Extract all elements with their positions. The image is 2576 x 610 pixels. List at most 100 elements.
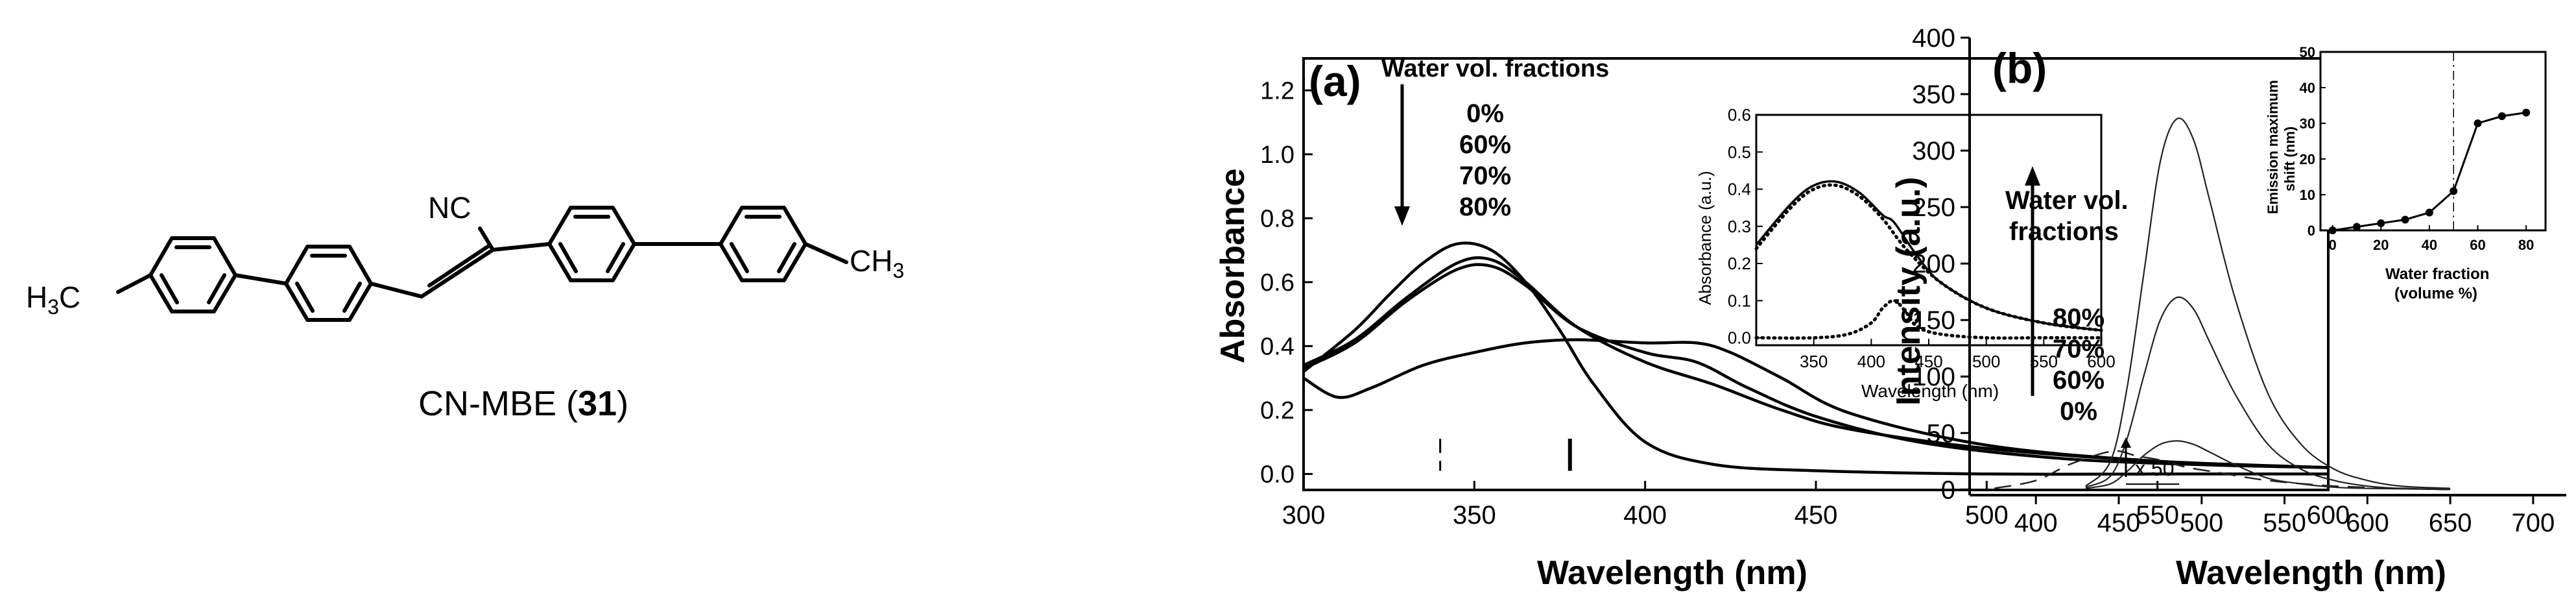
inset-point-b: [2401, 215, 2409, 224]
inset-a: 0.0 0.1 0.2 0.3 0.4 0.5 0.6 350 400 450 500 550 600…: [1695, 105, 2116, 401]
legend-item-a: 70%: [1459, 162, 1511, 190]
y-tick-label-a: 0.8: [1260, 205, 1294, 232]
inset-b: 0 10 20 30 40 50 0 20 40 60 80 Water fraction (vo…: [2265, 44, 2547, 302]
inset-y-tick-label-a: 0.5: [1728, 142, 1751, 162]
scale-annotation-b: x 50: [2121, 437, 2179, 485]
inset-point-b: [2450, 187, 2458, 195]
benzene-ring-2: [284, 245, 373, 322]
inset-frame-b: [2319, 51, 2547, 232]
benzene-ring-1: [149, 236, 237, 313]
inset-y-ticks-b: 0 10 20 30 40 50: [2300, 44, 2326, 239]
y-tick-label-a: 0.2: [1260, 397, 1294, 424]
x-tick-label-b: 700: [2512, 509, 2555, 537]
y-tick-label-b: 200: [1912, 250, 1955, 278]
inset-x-tick-label-a: 400: [1857, 352, 1885, 371]
legend-item-b: 60%: [2053, 366, 2105, 395]
y-tick-label-b: 100: [1912, 363, 1955, 391]
molecule-structure: [116, 206, 848, 322]
benzene-ring-3: [547, 206, 636, 282]
inset-x-tick-label-b: 20: [2373, 237, 2389, 253]
inset-point-b: [2352, 223, 2361, 231]
x-axis-label-b: Wavelength (nm): [2176, 554, 2446, 592]
inset-x-ticks-b: 0 20 40 60 80: [2329, 225, 2534, 253]
inset-x-label-a: Wavelength (nm): [1861, 381, 1999, 401]
benzene-ring-4: [719, 206, 807, 282]
inset-point-b: [2522, 108, 2531, 117]
x-tick-label-a: 600: [2307, 501, 2350, 530]
series-line-b-70pct: [2085, 296, 2451, 491]
y-tick-label-b: 300: [1912, 137, 1955, 165]
x-tick-label-b: 450: [2097, 509, 2141, 537]
legend-items-a: 0%60% 70% 80%: [1459, 99, 1511, 221]
inset-point-b: [2498, 112, 2506, 120]
inset-x-tick-label-b: 80: [2518, 237, 2534, 253]
y-tick-label-a: 0.0: [1260, 461, 1294, 488]
legend-items-b: 80% 70% 60%0%: [2053, 304, 2105, 426]
y-tick-label-a: 1.0: [1260, 141, 1294, 169]
inset-series-a: [1754, 180, 2103, 340]
inset-x-tick-label-a: 450: [1914, 352, 1942, 371]
compound-name-suffix: ): [617, 384, 628, 423]
inset-series-line-a-dotted-upper: [1754, 183, 2103, 332]
x-tick-label-b: 600: [2346, 509, 2389, 537]
y-tick-label-b: 350: [1912, 80, 1955, 109]
inset-y-tick-label-a: 0.3: [1728, 217, 1751, 236]
compound-number: 31: [578, 384, 617, 423]
inset-y-tick-label-a: 0.0: [1728, 328, 1751, 348]
inset-frame-a: [1755, 114, 2103, 347]
inset-y-tick-label-a: 0.4: [1728, 180, 1751, 199]
y-tick-label-b: 150: [1912, 306, 1955, 335]
x-tick-label-b: 400: [2014, 509, 2058, 537]
x-tick-label-a: 450: [1795, 501, 1838, 530]
x-tick-label-a: 350: [1453, 501, 1496, 530]
inset-x-tick-label-a: 500: [1972, 352, 2000, 371]
inset-y-tick-label-b: 0: [2308, 223, 2315, 239]
inset-y-tick-label-a: 0.1: [1728, 291, 1751, 310]
legend-arrow-b: [2025, 166, 2040, 396]
inset-x-tick-label-b: 40: [2422, 237, 2437, 253]
absorption-markers-a: [1439, 439, 1572, 471]
methyl-left-label: H3C: [26, 280, 80, 319]
scale-annotation-text: x 50: [2135, 457, 2174, 480]
inset-y-tick-label-a: 0.6: [1728, 105, 1751, 125]
inset-y-tick-label-b: 30: [2300, 116, 2315, 132]
inset-y-label-b-line2: shift (nm): [2282, 127, 2298, 191]
legend-item-b: 80%: [2053, 304, 2105, 332]
y-axis-label-b: Intensity (a.u.): [1890, 177, 1927, 406]
compound-name: CN-MBE (31): [418, 384, 628, 423]
x-axis-ticks-a: 300 350 400 450 500 550 600: [1282, 481, 2350, 530]
series-line-b-60pct: [2085, 440, 2451, 491]
series-line-a-70pct: [1302, 263, 2329, 469]
x-axis-ticks-b: 400 450 500 550 600 650 700: [1970, 494, 2566, 537]
legend-title-a: Water vol. fractions: [1381, 55, 1609, 82]
panel-a: 0.00.20.40.60.81.01.2 300 350 400 450 500 550…: [1214, 55, 2350, 592]
inset-y-ticks-a: 0.0 0.1 0.2 0.3 0.4 0.5 0.6: [1728, 105, 1763, 348]
methyl-right-label: CH3: [850, 244, 904, 282]
inset-series-line-a-dotted-lower: [1754, 299, 2103, 340]
y-tick-label-a: 0.6: [1260, 269, 1294, 297]
inset-x-label-b-line2: (volume %): [2394, 285, 2477, 302]
legend-item-b: 0%: [2060, 397, 2097, 426]
series-line-b-0pct: [1994, 450, 2451, 491]
legend-arrow-a: [1394, 84, 1410, 226]
y-tick-label-a: 1.2: [1260, 77, 1294, 104]
inset-x-tick-label-a: 600: [2087, 352, 2115, 371]
compound-name-prefix: CN-MBE (: [418, 384, 578, 423]
inset-y-label-b-line1: Emission maximum: [2265, 80, 2281, 214]
panel-label-b: (b): [1992, 44, 2047, 92]
x-tick-label-b: 550: [2263, 509, 2306, 537]
legend-item-a: 80%: [1459, 193, 1511, 221]
panel-label-a: (a): [1309, 57, 1361, 105]
methyl-left-h: H3C: [26, 280, 80, 319]
inset-x-tick-label-b: 60: [2470, 237, 2485, 253]
inset-x-tick-label-a: 350: [1800, 352, 1828, 371]
inset-series-b: [2328, 52, 2531, 234]
legend-title-b-line1: Water vol.: [2005, 186, 2129, 215]
series-group-b: [1994, 117, 2451, 491]
legend-item-a: 0%: [1466, 99, 1504, 128]
inset-point-b: [2474, 119, 2482, 127]
inset-y-tick-label-a: 0.2: [1728, 254, 1751, 273]
inset-x-label-b-line1: Water fraction: [2385, 265, 2489, 283]
y-tick-label-b: 250: [1912, 193, 1955, 222]
